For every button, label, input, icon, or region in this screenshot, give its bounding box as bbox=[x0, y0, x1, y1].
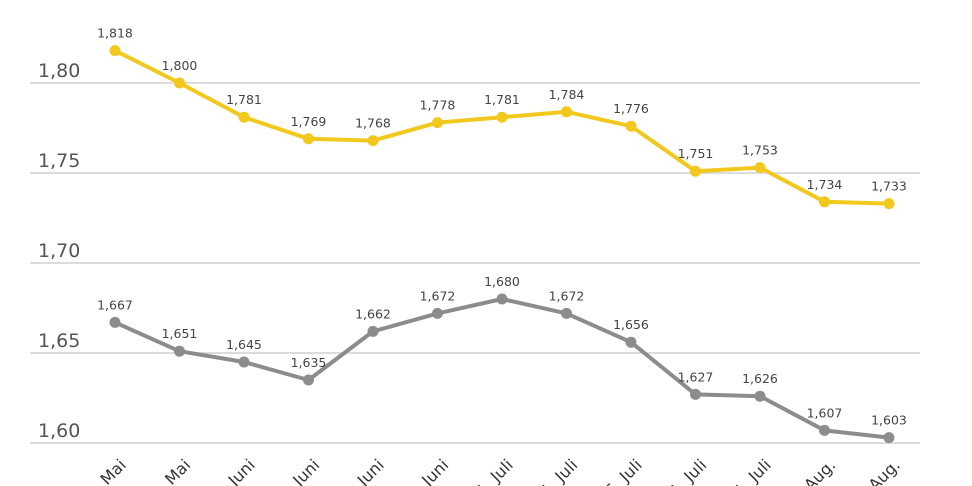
data-label: 1,672 bbox=[420, 288, 456, 303]
x-tick-label: Juni bbox=[224, 455, 259, 486]
data-label: 1,635 bbox=[291, 355, 327, 370]
data-point bbox=[819, 196, 830, 208]
data-point bbox=[690, 165, 701, 177]
data-point bbox=[174, 77, 185, 89]
data-label: 1,800 bbox=[162, 58, 198, 73]
data-label: 1,662 bbox=[355, 306, 391, 321]
data-point bbox=[754, 390, 766, 402]
data-point bbox=[754, 162, 766, 174]
data-point bbox=[819, 424, 830, 436]
data-label: 1,656 bbox=[613, 317, 649, 332]
data-label: 1,769 bbox=[291, 114, 327, 129]
data-point bbox=[367, 135, 379, 147]
data-point bbox=[432, 117, 443, 129]
data-point bbox=[109, 316, 121, 328]
data-point bbox=[690, 388, 701, 400]
x-tick-label: 1. Juli bbox=[472, 455, 517, 486]
data-label: 1,734 bbox=[807, 177, 843, 192]
data-label: 1,672 bbox=[549, 288, 585, 303]
data-label: 1,680 bbox=[484, 274, 520, 289]
x-tick-label: Aug. bbox=[800, 455, 839, 486]
x-tick-label: 6. Juli bbox=[601, 455, 646, 486]
y-tick-label: 1,65 bbox=[38, 330, 80, 352]
x-tick-label: 1. Juni bbox=[275, 455, 324, 486]
grid-layer bbox=[30, 82, 920, 444]
data-label: 1,645 bbox=[226, 337, 262, 352]
y-tick-label: 1,60 bbox=[38, 420, 80, 442]
data-point bbox=[883, 432, 895, 444]
data-label: 1,651 bbox=[162, 326, 198, 341]
data-point bbox=[367, 325, 379, 337]
data-label: 1,607 bbox=[807, 405, 843, 420]
data-label: 1,781 bbox=[484, 92, 520, 107]
y-tick-label: 1,70 bbox=[38, 240, 80, 262]
data-label: 1,784 bbox=[549, 87, 585, 102]
x-axis-ticks: 1. Mai 1. Mai Juni 1. Juni 1. Juni 1. Juni 1. … bbox=[82, 455, 904, 486]
data-point bbox=[561, 307, 572, 319]
x-tick-label: Aug. bbox=[865, 455, 904, 486]
data-point bbox=[561, 106, 572, 118]
series-2: 1,667 1,651 1,645 1,635 1,662 1,672 1,680 1,672… bbox=[97, 274, 907, 444]
series-line bbox=[113, 48, 891, 206]
data-point bbox=[109, 45, 121, 57]
data-point bbox=[303, 133, 314, 145]
data-label: 1,603 bbox=[871, 413, 907, 428]
data-point bbox=[238, 356, 250, 368]
data-point bbox=[303, 374, 314, 386]
data-label: 1,818 bbox=[97, 26, 133, 41]
data-label: 1,778 bbox=[420, 98, 456, 113]
data-label: 1,667 bbox=[97, 297, 133, 312]
x-tick-label: 1. Juni bbox=[404, 455, 453, 486]
y-axis-ticks: 1,60 1,65 1,70 1,75 1,80 bbox=[38, 60, 80, 442]
x-tick-label: 1. Juni bbox=[339, 455, 388, 486]
series-layer: 1,818 1,800 1,781 1,769 1,768 1,778 1,781 1,784… bbox=[97, 26, 907, 444]
data-label: 1,776 bbox=[613, 101, 649, 116]
data-point bbox=[625, 336, 637, 348]
y-tick-label: 1,75 bbox=[38, 150, 80, 172]
data-point bbox=[496, 111, 508, 123]
series-line bbox=[113, 297, 891, 440]
data-label: 1,768 bbox=[355, 116, 391, 131]
data-label: 1,627 bbox=[678, 369, 714, 384]
data-point bbox=[174, 345, 185, 357]
data-label: 1,626 bbox=[742, 371, 778, 386]
data-point bbox=[496, 293, 508, 305]
data-point bbox=[883, 198, 895, 210]
data-label: 1,751 bbox=[678, 146, 714, 161]
data-point bbox=[432, 307, 443, 319]
x-tick-label: 1. Juli bbox=[730, 455, 775, 486]
x-tick-label: 1. Juli bbox=[666, 455, 711, 486]
data-point bbox=[625, 120, 637, 132]
y-tick-label: 1,80 bbox=[38, 60, 80, 82]
data-label: 1,733 bbox=[871, 179, 907, 194]
series-1: 1,818 1,800 1,781 1,769 1,768 1,778 1,781 1,784… bbox=[97, 26, 907, 210]
x-tick-label: 1. Mai bbox=[147, 455, 195, 486]
x-tick-label: 1. Mai bbox=[82, 455, 130, 486]
data-label: 1,753 bbox=[742, 143, 778, 158]
data-label: 1,781 bbox=[226, 92, 262, 107]
x-tick-label: 1. Juli bbox=[537, 455, 582, 486]
data-point bbox=[238, 111, 250, 123]
